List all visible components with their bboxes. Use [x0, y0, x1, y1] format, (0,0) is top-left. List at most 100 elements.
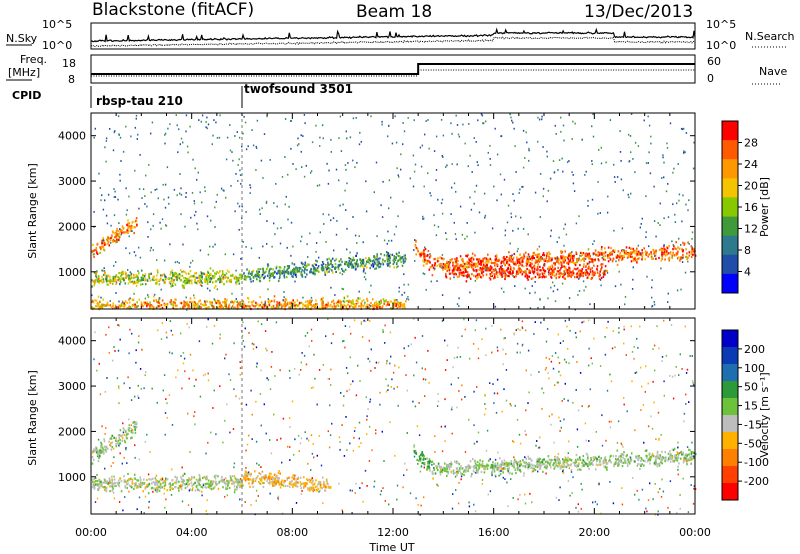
echo-cell: [589, 303, 591, 306]
echo-cell: [395, 256, 397, 259]
echo-cell: [213, 307, 216, 310]
echo-cell: [573, 276, 576, 279]
echo-cell: [217, 302, 219, 305]
echo-cell: [242, 132, 244, 135]
echo-cell: [378, 260, 380, 263]
echo-cell: [519, 188, 521, 191]
echo-cell: [601, 263, 604, 266]
echo-cell: [221, 475, 223, 479]
echo-cell: [343, 304, 346, 307]
echo-cell: [393, 266, 395, 269]
echo-cell: [587, 255, 589, 258]
echo-cell: [543, 254, 546, 257]
echo-cell: [348, 265, 350, 268]
echo-cell: [338, 300, 341, 304]
echo-cell: [412, 154, 415, 157]
echo-cell: [172, 482, 174, 485]
echo-cell: [150, 191, 152, 194]
echo-cell: [553, 257, 556, 260]
echo-cell: [323, 480, 325, 484]
echo-cell: [286, 303, 289, 306]
echo-cell: [243, 303, 246, 306]
echo-cell: [530, 277, 533, 280]
echo-cell: [641, 255, 644, 259]
echo-cell: [184, 305, 186, 308]
echo-cell: [455, 268, 458, 272]
echo-cell: [431, 274, 434, 277]
echo-cell: [294, 273, 297, 276]
echo-cell: [246, 477, 248, 481]
echo-cell: [424, 255, 426, 258]
echo-cell: [442, 266, 445, 269]
echo-cell: [532, 272, 535, 275]
echo-cell: [660, 461, 662, 464]
echo-cell: [240, 302, 242, 305]
echo-cell: [397, 215, 399, 218]
echo-cell: [403, 273, 405, 276]
echo-cell: [599, 212, 601, 214]
echo-cell: [125, 435, 128, 438]
echo-cell: [309, 489, 311, 492]
echo-cell: [267, 265, 269, 268]
echo-cell: [97, 488, 99, 491]
echo-cell: [397, 259, 399, 263]
echo-cell: [194, 305, 196, 308]
echo-cell: [221, 478, 223, 481]
echo-cell: [249, 478, 251, 481]
echo-cell: [504, 264, 506, 267]
echo-cell: [649, 172, 652, 175]
echo-cell: [290, 304, 293, 307]
echo-cell: [154, 483, 156, 486]
echo-cell: [528, 275, 531, 278]
echo-cell: [258, 208, 261, 211]
echo-cell: [242, 241, 244, 243]
echo-cell: [360, 140, 362, 143]
echo-cell: [474, 280, 477, 282]
echo-cell: [119, 279, 121, 282]
echo-cell: [257, 275, 260, 278]
echo-cell: [645, 252, 647, 256]
echo-cell: [548, 251, 550, 254]
echo-cell: [123, 279, 125, 282]
echo-cell: [616, 263, 619, 266]
echo-cell: [600, 252, 603, 255]
echo-cell: [361, 304, 363, 307]
echo-cell: [329, 268, 331, 271]
echo-cell: [572, 272, 575, 275]
echo-cell: [526, 256, 529, 259]
echo-cell: [268, 276, 271, 279]
echo-cell: [116, 442, 119, 445]
echo-cell: [205, 126, 207, 129]
echo-cell: [681, 248, 683, 251]
echo-cell: [164, 276, 166, 279]
echo-cell: [606, 269, 608, 273]
echo-cell: [100, 278, 103, 281]
echo-cell: [205, 121, 207, 123]
echo-cell: [132, 425, 135, 428]
echo-cell: [619, 255, 622, 258]
echo-cell: [272, 272, 275, 275]
echo-cell: [174, 475, 176, 478]
echo-cell: [362, 299, 365, 302]
echo-cell: [136, 301, 138, 304]
echo-cell: [632, 257, 635, 260]
echo-cell: [567, 256, 569, 259]
echo-cell: [539, 298, 541, 301]
echo-cell: [114, 130, 116, 132]
echo-cell: [204, 304, 206, 307]
echo-cell: [428, 268, 431, 271]
echo-cell: [401, 264, 404, 267]
echo-cell: [568, 269, 571, 272]
echo-cell: [217, 299, 219, 302]
echo-cell: [255, 145, 257, 148]
echo-cell: [463, 473, 465, 477]
echo-cell: [592, 243, 594, 245]
echo-cell: [282, 304, 284, 308]
echo-cell: [539, 265, 541, 268]
echo-cell: [214, 226, 216, 228]
echo-cell: [254, 470, 256, 473]
echo-cell: [509, 259, 512, 262]
echo-cell: [680, 244, 682, 246]
echo-cell: [491, 227, 494, 230]
echo-cell: [275, 304, 278, 307]
